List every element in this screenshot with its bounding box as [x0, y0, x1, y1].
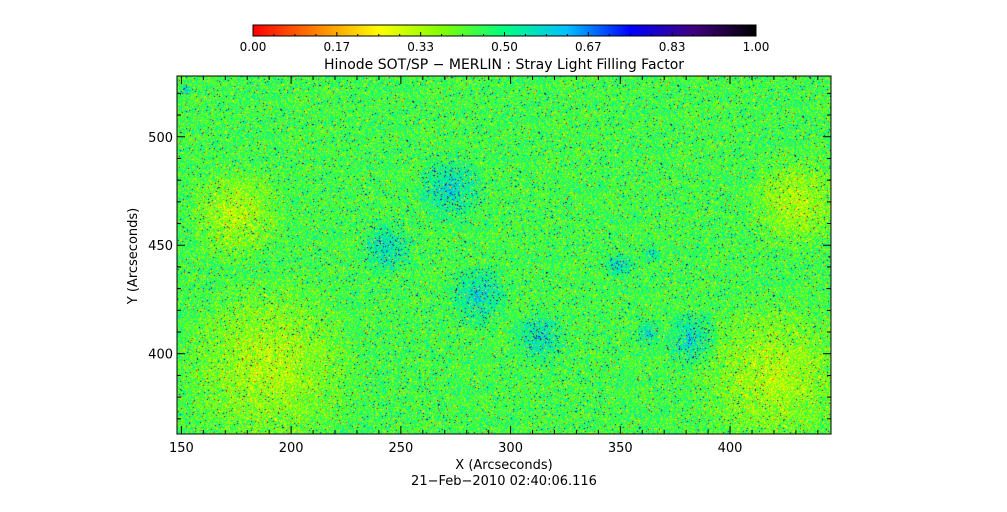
colorbar-tick-label: 0.00	[240, 40, 267, 54]
colorbar-tick-label: 0.33	[407, 40, 434, 54]
colorbar-tick-label: 0.17	[323, 40, 350, 54]
colorbar-tick-label: 0.83	[659, 40, 686, 54]
colorbar-tick-label: 0.67	[575, 40, 602, 54]
x-tick-label: 400	[718, 441, 743, 456]
x-tick-label: 250	[388, 441, 413, 456]
colorbar-tick-label: 1.00	[743, 40, 770, 54]
timestamp-footer: 21−Feb−2010 02:40:06.116	[411, 474, 597, 489]
y-tick-label: 400	[148, 348, 173, 363]
x-tick-label: 200	[279, 441, 304, 456]
y-tick-label: 450	[148, 239, 173, 254]
plot-area	[176, 75, 832, 435]
x-axis: 150 200 250 300 350 400	[169, 76, 819, 456]
x-tick-label: 300	[498, 441, 523, 456]
chart-title: Hinode SOT/SP − MERLIN : Stray Light Fil…	[324, 57, 684, 73]
x-tick-label: 150	[169, 441, 194, 456]
y-axis: 400 450 500	[148, 92, 831, 420]
y-tick-label: 500	[148, 131, 173, 146]
colorbar-ticks: 0.00 0.17 0.33 0.50 0.67 0.83 1.00	[240, 32, 770, 54]
x-axis-label: X (Arcseconds)	[455, 458, 552, 473]
heatmap-image	[177, 76, 831, 434]
y-axis-label: Y (Arcseconds)	[126, 208, 141, 305]
colorbar-tick-label: 0.50	[491, 40, 518, 54]
colorbar: 0.00 0.17 0.33 0.50 0.67 0.83 1.00	[240, 24, 770, 54]
x-tick-label: 350	[608, 441, 633, 456]
plot-frame	[176, 75, 832, 435]
